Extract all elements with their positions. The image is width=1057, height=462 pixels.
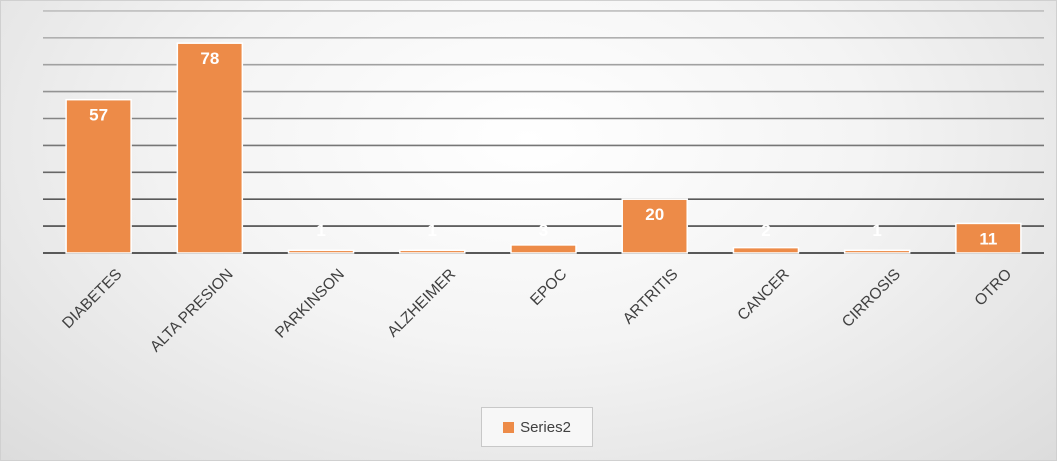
data-label: 1 [428,221,437,240]
category-label: CANCER [734,266,792,324]
category-label: ARTRITIS [620,266,682,328]
legend-swatch [503,421,515,433]
category-label: DIABETES [59,266,125,332]
data-label: 78 [200,49,219,68]
bars [65,42,1022,254]
category-label: ALTA PRESION [147,266,237,356]
category-label: EPOC [527,266,570,309]
category-label: CIRROSIS [839,266,904,331]
bar-diabetes [65,98,132,254]
bar-parkinson [287,249,355,254]
bar-otro [955,222,1022,254]
data-label: 57 [89,106,108,125]
data-label: 20 [645,205,664,224]
bar-cirrosis [843,249,911,254]
bar-epoc [510,244,577,254]
category-label: ALZHEIMER [384,266,459,341]
data-label: 11 [979,229,997,248]
category-label: OTRO [972,266,1016,310]
data-label: 1 [872,221,881,240]
bar-alzheimer [399,249,466,254]
legend: Series2 [481,407,593,447]
legend-label: Series2 [520,418,571,436]
bar-artritis [621,198,688,254]
bar-alta-presion [176,42,244,254]
bar-cancer [732,246,800,254]
data-label: 2 [761,221,770,240]
category-labels: DIABETES ALTA PRESION PARKINSON ALZHEIMER EP… [59,266,1015,356]
category-label: PARKINSON [272,266,348,342]
data-label: 1 [316,221,325,240]
data-label: 3 [539,221,548,240]
